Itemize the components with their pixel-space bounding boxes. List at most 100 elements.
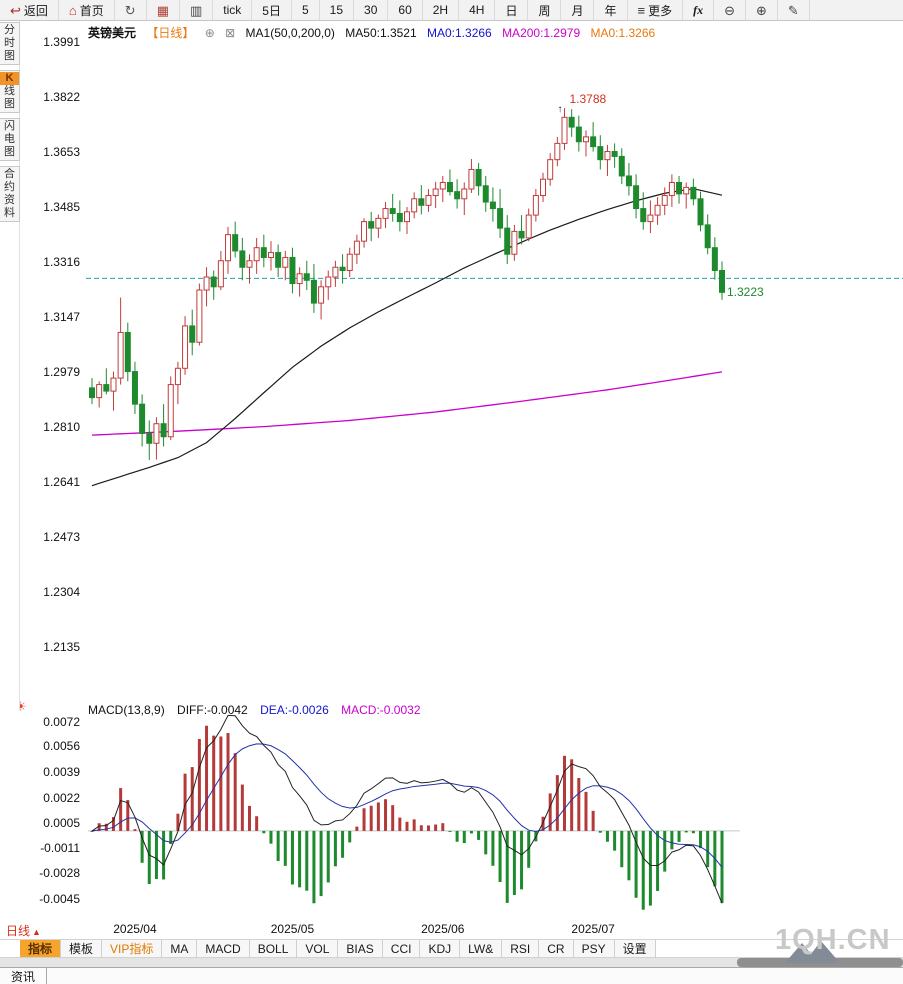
sidebar-tab-contract-info-char: 资 [4,194,15,206]
interval-30-button[interactable]: 30 [354,0,389,20]
price-axis-label: 1.2135 [43,640,80,654]
news-tab[interactable]: 资讯 [0,968,47,984]
macd-axis-label: 0.0005 [43,816,80,831]
indicator-tab-cci[interactable]: CCI [382,940,421,957]
macd-axis-label: 0.0056 [43,739,80,754]
scrollbar-thumb[interactable] [737,958,903,967]
dea-line [91,743,723,868]
time-axis-label: 2025/07 [571,922,615,936]
indicator-tab-bias[interactable]: BIAS [338,940,383,957]
interval-month-button[interactable]: 月 [561,0,595,20]
sidebar-tab-time-chart-char: 时 [4,37,15,49]
formula-button[interactable]: fx [683,0,715,20]
more-menu-button-label: 更多 [648,3,673,18]
home-icon: ⌂ [68,2,77,18]
interval-5-button[interactable]: 5 [292,0,320,20]
sidebar-tab-flash-chart-char: 闪 [4,120,15,132]
sidebar-tab-flash-chart[interactable]: 闪电图 [0,118,20,161]
indicator-settings-icon[interactable]: ☀ [15,699,27,714]
macd-axis-label: 0.0039 [43,764,80,779]
indicator-tab-zhibiao[interactable]: 指标 [20,940,62,957]
sidebar-tab-contract-info-char: 合 [4,168,15,180]
macd-dea-value: DEA:-0.0026 [260,703,329,717]
interval-week-button[interactable]: 周 [528,0,562,20]
interval-5-button-label: 5 [301,3,309,17]
sidebar-tab-time-chart[interactable]: 分时图 [0,22,20,65]
more-menu-button[interactable]: ≡ 更多 [628,0,684,20]
indicator-tab-moban[interactable]: 模板 [61,940,103,957]
macd-axis-label: -0.0011 [40,840,80,855]
interval-year-button-label: 年 [604,3,617,18]
sidebar-tab-flash-chart-char: 图 [4,146,15,158]
draw-tool-icon: ✎ [787,2,799,18]
sidebar-tab-time-chart-char: 分 [4,24,15,36]
period-corner-text: 日线 [6,924,31,938]
indicator-tab-boll[interactable]: BOLL [249,940,298,957]
bar-chart-icon: ▥ [190,2,203,18]
interval-4h-button[interactable]: 4H [459,0,496,20]
top-toolbar: ↩ 返回 ⌂ 首页 ↻ ▦ ▥ tick 5日 5 15 30 60 2H 4H 日周月年 ≡ 更多 fx ⊖ ⊕ ✎ [0,0,903,21]
indicator-tab-rsi[interactable]: RSI [502,940,540,957]
ma-settings-label: MA1(50,0,200,0) [245,26,335,40]
indicator-tab-lw[interactable]: LW& [460,940,503,957]
macd-diff-value: DIFF:-0.0042 [177,703,248,717]
zoom-out-button[interactable]: ⊖ [714,0,747,20]
ma200-line [91,371,723,436]
interval-day-button[interactable]: 日 [495,0,529,20]
indicator-tab-macd[interactable]: MACD [197,940,250,957]
bar-chart-button[interactable]: ▥ [180,0,214,20]
sidebar-tab-contract-info[interactable]: 合约资料 [0,166,20,222]
draw-tool-button[interactable]: ✎ [778,0,810,20]
indicator-tab-kdj[interactable]: KDJ [420,940,461,957]
back-button[interactable]: ↩ 返回 [0,0,59,20]
price-axis-label: 1.3991 [43,35,80,49]
indicator-tab-ma[interactable]: MA [162,940,198,957]
interval-week-button-label: 周 [538,3,551,18]
zoom-in-icon: ⊕ [756,2,767,18]
price-axis-label: 1.3316 [43,255,80,270]
indicator-tab-shezhi[interactable]: 设置 [614,940,656,957]
indicator-tab-vip[interactable]: VIP指标 [102,940,163,957]
price-axis-label: 1.2304 [43,584,80,599]
add-indicator-icon[interactable]: ⊕ [204,26,215,40]
time-axis-label: 2025/05 [270,922,315,936]
diff-line [91,714,723,904]
interval-5d-button[interactable]: 5日 [252,0,292,20]
kline-chart-button[interactable]: ▦ [147,0,180,20]
interval-tick-button[interactable]: tick [213,0,253,20]
back-icon: ↩ [10,2,21,18]
more-menu-icon: ≡ [637,2,646,18]
interval-5d-button-label: 5日 [262,3,281,18]
home-button[interactable]: ⌂ 首页 [59,0,115,20]
refresh-button[interactable]: ↻ [115,0,147,20]
indicator-tab-cr[interactable]: CR [539,940,574,957]
interval-2h-button-label: 2H [432,3,449,17]
indicator-tab-psy[interactable]: PSY [573,940,615,957]
sidebar-tab-kline-chart-char: K [0,72,19,85]
zoom-in-button[interactable]: ⊕ [746,0,778,20]
interval-2h-button[interactable]: 2H [423,0,460,20]
price-axis-label: 1.3147 [43,310,80,325]
price-axis-label: 1.3485 [43,199,80,214]
indicator-tab-vol[interactable]: VOL [297,940,339,957]
sidebar-tab-kline-chart-char: 线 [4,85,15,97]
interval-4h-button-label: 4H [469,3,485,17]
macd-axis-label: -0.0045 [39,892,80,906]
symbol-name: 英镑美元 [88,26,137,40]
interval-year-button[interactable]: 年 [594,0,628,20]
interval-tick-button-label: tick [223,3,242,17]
zoom-out-icon: ⊖ [724,2,736,18]
time-axis-label: 2025/06 [421,922,465,936]
macd-axis-label: -0.0028 [39,866,80,881]
interval-15-button[interactable]: 15 [320,0,355,20]
ma-settings-icon[interactable]: ⊠ [225,26,236,40]
ma50-line [91,188,723,487]
macd-axis-label: 0.0022 [43,790,80,805]
interval-60-button[interactable]: 60 [388,0,423,20]
period-corner-label[interactable]: 日线 ▲ [6,922,41,939]
horizontal-scrollbar [0,958,903,967]
price-axis-label: 1.2641 [43,475,80,490]
